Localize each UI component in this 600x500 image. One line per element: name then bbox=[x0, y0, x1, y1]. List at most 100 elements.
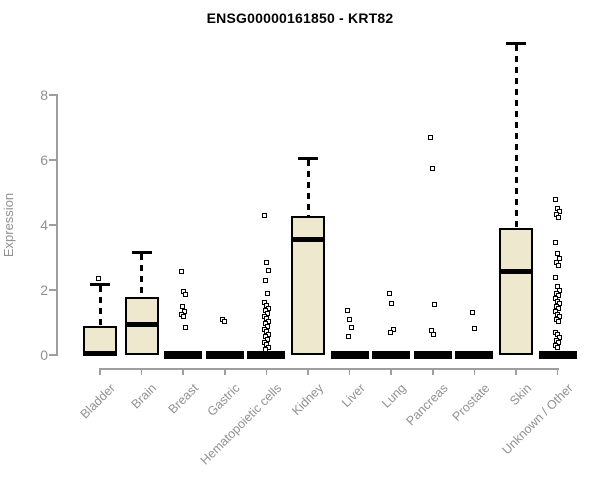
outlier-point bbox=[182, 292, 188, 298]
flat-box-7 bbox=[372, 351, 411, 359]
outlier-point bbox=[347, 316, 353, 322]
outlier-point bbox=[388, 300, 394, 306]
y-tick-label: 8 bbox=[40, 87, 48, 103]
x-tick-label: Prostate bbox=[449, 381, 493, 424]
x-tick bbox=[390, 368, 392, 375]
outlier-point bbox=[386, 290, 392, 296]
median-line bbox=[124, 321, 159, 327]
whisker-line bbox=[140, 253, 144, 298]
flat-box-8 bbox=[413, 351, 452, 359]
median-line bbox=[499, 268, 533, 274]
x-tick bbox=[473, 368, 476, 375]
x-axis-line bbox=[99, 368, 559, 370]
outlier-point bbox=[555, 251, 561, 257]
x-tick-label: Bladder bbox=[77, 381, 118, 422]
outlier-point bbox=[390, 326, 396, 332]
outlier-point bbox=[182, 324, 188, 330]
outlier-point bbox=[264, 336, 270, 342]
outlier-point bbox=[264, 310, 270, 316]
outlier-point bbox=[428, 134, 434, 140]
outlier-point bbox=[556, 340, 562, 346]
outlier-point bbox=[265, 318, 271, 324]
y-tick-label: 4 bbox=[40, 217, 48, 233]
outlier-point bbox=[180, 314, 186, 320]
outlier-point bbox=[264, 290, 270, 296]
median-line bbox=[291, 237, 325, 243]
x-tick bbox=[307, 368, 309, 375]
flat-box-2 bbox=[164, 351, 203, 359]
outlier-point bbox=[264, 323, 270, 329]
x-tick bbox=[99, 368, 101, 375]
x-tick-label: Brain bbox=[128, 381, 160, 412]
y-tick-label: 0 bbox=[40, 347, 48, 363]
outlier-point bbox=[555, 344, 561, 350]
outlier-point bbox=[262, 277, 268, 283]
x-tick-label: Unknown / Other bbox=[499, 381, 576, 458]
flat-box-3 bbox=[205, 351, 244, 359]
x-tick-label: Skin bbox=[506, 381, 534, 409]
flat-box-4 bbox=[247, 351, 286, 359]
y-tick-label: 6 bbox=[40, 152, 48, 168]
chart-title: ENSG00000161850 - KRT82 bbox=[206, 10, 394, 26]
whisker-cap bbox=[131, 250, 152, 254]
x-tick bbox=[140, 368, 143, 375]
x-tick-label: Liver bbox=[338, 381, 368, 411]
outlier-point bbox=[387, 330, 393, 336]
outlier-point bbox=[557, 314, 563, 320]
outlier-point bbox=[349, 324, 355, 330]
x-tick bbox=[224, 368, 226, 375]
outlier-point bbox=[556, 293, 562, 299]
outlier-point bbox=[553, 274, 559, 280]
outlier-point bbox=[262, 347, 268, 353]
outlier-point bbox=[556, 306, 562, 312]
x-tick-label: Lung bbox=[379, 381, 410, 411]
outlier-point bbox=[553, 240, 559, 246]
outlier-point bbox=[557, 334, 563, 340]
outlier-point bbox=[556, 215, 562, 221]
outlier-point bbox=[431, 331, 437, 337]
outlier-point bbox=[553, 197, 559, 203]
x-tick bbox=[515, 368, 517, 375]
flat-box-6 bbox=[330, 351, 369, 359]
x-tick-label: Hematopoietic cells bbox=[197, 381, 285, 468]
outlier-point bbox=[471, 325, 477, 331]
whisker-cap bbox=[298, 157, 318, 161]
x-tick bbox=[556, 368, 559, 375]
outlier-point bbox=[557, 287, 563, 293]
outlier-point bbox=[263, 259, 269, 265]
outlier-point bbox=[95, 276, 101, 282]
y-tick bbox=[49, 354, 56, 356]
y-tick bbox=[49, 159, 56, 161]
outlier-point bbox=[265, 344, 271, 350]
outlier-point bbox=[178, 268, 184, 274]
outlier-point bbox=[556, 319, 562, 325]
y-tick-label: 2 bbox=[40, 282, 48, 298]
whisker-cap bbox=[90, 283, 110, 287]
outlier-point bbox=[430, 165, 436, 171]
y-axis-line bbox=[56, 94, 58, 356]
whisker-line bbox=[514, 45, 518, 229]
flat-box-11 bbox=[538, 351, 577, 359]
x-tick bbox=[432, 368, 434, 375]
outlier-point bbox=[265, 331, 271, 337]
outlier-point bbox=[265, 305, 271, 311]
outlier-point bbox=[469, 309, 475, 315]
y-tick bbox=[49, 94, 56, 96]
outlier-point bbox=[261, 213, 267, 219]
x-tick-label: Pancreas bbox=[403, 381, 451, 429]
whisker-cap bbox=[506, 42, 526, 45]
flat-box-9 bbox=[455, 351, 494, 359]
x-tick-label: Breast bbox=[165, 381, 202, 417]
x-tick bbox=[265, 368, 268, 375]
median-line bbox=[83, 350, 117, 356]
whisker-line bbox=[98, 286, 102, 327]
outlier-point bbox=[222, 318, 228, 324]
outlier-point bbox=[265, 268, 271, 273]
outlier-point bbox=[181, 308, 187, 314]
outlier-point bbox=[557, 255, 563, 261]
outlier-point bbox=[346, 333, 352, 339]
y-tick bbox=[49, 224, 56, 226]
box bbox=[499, 228, 533, 355]
x-tick-label: Kidney bbox=[288, 381, 326, 418]
